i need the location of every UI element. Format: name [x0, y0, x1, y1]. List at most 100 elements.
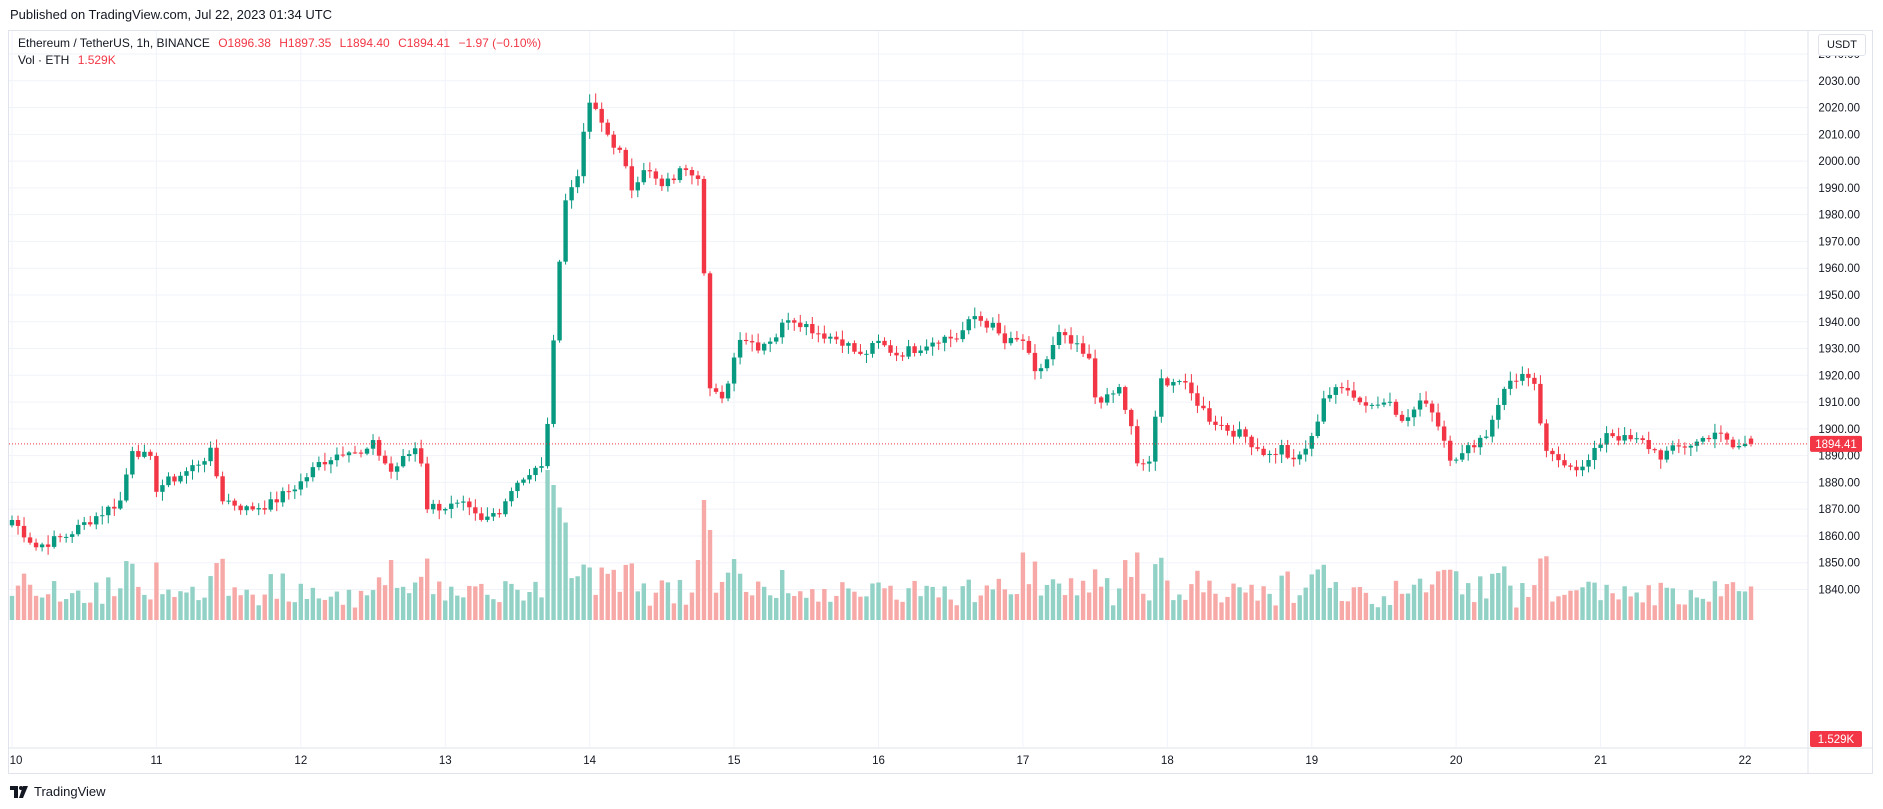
candle-body [112, 506, 117, 509]
volume-bar [27, 584, 33, 620]
volume-bar [737, 573, 743, 620]
volume-bar [1375, 607, 1381, 620]
volume-bar [1688, 590, 1694, 620]
candle-body [822, 333, 827, 339]
volume-bar [1592, 582, 1597, 620]
volume-bar [214, 563, 219, 620]
candle-body [1706, 437, 1712, 440]
volume-bar [1183, 599, 1188, 620]
price-tick-label: 1910.00 [1818, 397, 1860, 409]
volume-bar [605, 573, 610, 620]
volume-bar [1658, 582, 1663, 620]
volume-bar [328, 596, 334, 620]
currency-unit-button[interactable]: USDT [1818, 34, 1866, 56]
volume-bar [130, 563, 135, 620]
candle-body [106, 506, 111, 516]
candle-body [467, 501, 472, 508]
volume-bar [1526, 596, 1531, 620]
candle-body [1201, 405, 1206, 409]
candle-body [990, 322, 996, 328]
candle-body [1550, 450, 1555, 455]
volume-bar [1700, 598, 1706, 620]
last-price-overlay: 1894.41 1.529K [9, 435, 1862, 747]
volume-bar [1050, 579, 1056, 620]
candle-body [876, 340, 881, 344]
volume-bar [400, 586, 406, 620]
time-tick-label: 14 [583, 755, 596, 767]
volume-bar [846, 588, 851, 620]
candle-body [412, 448, 418, 455]
price-tick-label: 1920.00 [1818, 370, 1860, 382]
candle-body [214, 447, 219, 477]
candle-body [1249, 436, 1254, 448]
volume-bar [1237, 587, 1242, 620]
volume-bar [617, 591, 622, 620]
volume-bar [1219, 602, 1224, 620]
candle-body [888, 345, 893, 353]
volume-bar [1369, 603, 1375, 620]
time-tick-label: 17 [1017, 755, 1030, 767]
volume-bar [304, 598, 310, 620]
volume-bar [1177, 594, 1182, 620]
chart-frame[interactable] [8, 30, 1873, 774]
candle-body [1339, 387, 1345, 389]
candle-body [719, 391, 725, 399]
candle-body [725, 383, 731, 399]
volume-bar [906, 588, 911, 620]
volume-bar [1285, 571, 1290, 620]
volume-bar [1165, 580, 1170, 620]
volume-bar [431, 594, 436, 620]
volume-bar [996, 578, 1002, 620]
volume-bar [334, 591, 340, 620]
candle-body [798, 322, 803, 328]
candle-body [1207, 408, 1212, 422]
candle-body [635, 182, 641, 191]
volume-bar [443, 600, 448, 620]
volume-bar [1496, 573, 1501, 620]
candle-body [1676, 445, 1682, 447]
volume-bar [1038, 595, 1044, 620]
candle-body [1177, 381, 1182, 383]
volume-bar [599, 567, 604, 620]
candle-body [1748, 438, 1754, 444]
candle-body [515, 482, 520, 492]
last-volume-label: 1.529K [1818, 734, 1855, 746]
volume-bar [1387, 604, 1393, 620]
candle-body [1514, 380, 1519, 382]
candle-body [473, 507, 478, 514]
candle-body [683, 168, 689, 171]
candle-body [39, 544, 45, 548]
time-tick-label: 21 [1594, 755, 1607, 767]
volume-bar [178, 591, 183, 620]
candle-body [912, 346, 917, 353]
volume-bar [370, 590, 376, 620]
volume-bar [461, 597, 466, 620]
volume-bar [653, 592, 659, 620]
volume-label[interactable]: Vol · ETH [18, 53, 70, 67]
candle-body [431, 503, 436, 510]
candle-body [1309, 436, 1314, 449]
candle-body [521, 479, 526, 483]
volume-bar [406, 593, 412, 620]
candle-body [1147, 461, 1152, 464]
volume-bar [1472, 602, 1477, 620]
volume-bar [635, 591, 641, 620]
volume-bar [900, 601, 905, 620]
tradingview-brand: TradingView [10, 784, 106, 799]
volume-bar [346, 589, 352, 620]
volume-bar [1381, 596, 1387, 620]
candle-body [1405, 417, 1411, 421]
symbol-title[interactable]: Ethereum / TetherUS, 1h, BINANCE [18, 36, 210, 50]
volume-bar [864, 596, 869, 620]
volume-bar [412, 582, 418, 620]
time-tick-label: 12 [294, 755, 307, 767]
volume-bar [467, 585, 472, 620]
volume-bar [220, 558, 225, 620]
candle-body [437, 503, 442, 511]
volume-bar [208, 576, 213, 620]
candle-body [244, 506, 249, 511]
candle-body [900, 355, 905, 357]
volume-bar [1363, 592, 1369, 620]
volume-bar [202, 597, 207, 620]
